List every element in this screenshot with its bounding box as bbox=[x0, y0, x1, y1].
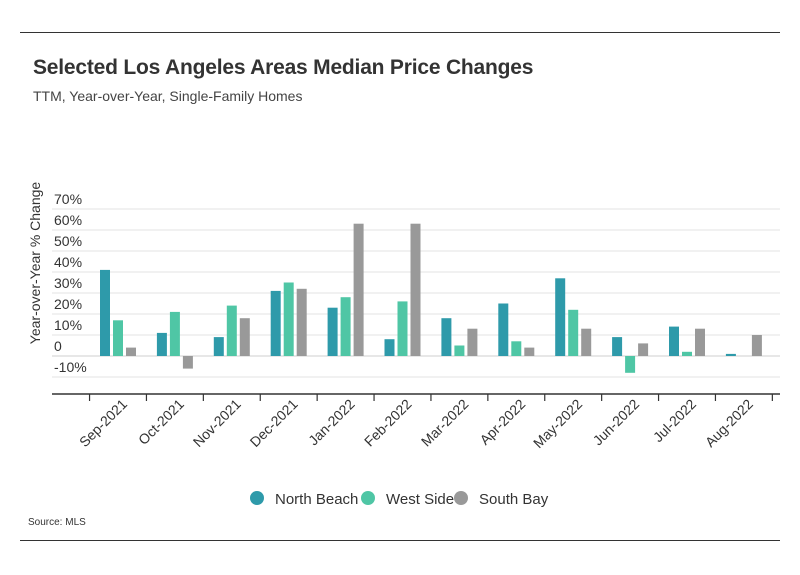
bar-north-beach bbox=[498, 303, 509, 356]
legend-label: West Side bbox=[386, 491, 454, 508]
legend-label: South Bay bbox=[479, 491, 549, 508]
bar-north-beach bbox=[612, 337, 623, 356]
bar-west-side bbox=[511, 341, 522, 356]
bar-west-side bbox=[397, 301, 408, 356]
y-tick-label: 0 bbox=[54, 338, 62, 354]
bar-west-side bbox=[682, 351, 692, 356]
bar-south-bay bbox=[581, 328, 592, 356]
x-tick-label: Dec-2021 bbox=[247, 396, 301, 450]
bar-south-bay bbox=[126, 347, 136, 356]
legend: North Beach West Side South Bay bbox=[250, 491, 549, 508]
x-tick-label: Nov-2021 bbox=[190, 396, 244, 450]
legend-label: North Beach bbox=[275, 491, 358, 508]
bar-north-beach bbox=[327, 307, 338, 356]
bar-north-beach bbox=[100, 269, 110, 356]
bar-south-bay bbox=[296, 288, 307, 356]
chart-subtitle: TTM, Year-over-Year, Single-Family Homes bbox=[33, 88, 303, 104]
bar-north-beach bbox=[555, 278, 566, 356]
y-tick-label: 70% bbox=[54, 191, 82, 207]
x-tick-label: Apr-2022 bbox=[476, 396, 528, 448]
legend-swatch bbox=[454, 491, 468, 505]
y-tick-label: 40% bbox=[54, 254, 82, 270]
bar-south-bay bbox=[239, 318, 250, 356]
bar-west-side bbox=[169, 311, 180, 356]
bar-north-beach bbox=[270, 290, 281, 356]
bar-south-bay bbox=[182, 356, 193, 369]
y-axis-ticks: 70% 60% 50% 40% 30% 20% 10% 0 -10% bbox=[54, 191, 87, 375]
x-tick-label: Feb-2022 bbox=[361, 396, 415, 450]
x-tick-label: Jun-2022 bbox=[590, 396, 643, 449]
x-tick-label: May-2022 bbox=[530, 396, 585, 451]
y-tick-label: -10% bbox=[54, 359, 87, 375]
bar-north-beach bbox=[441, 318, 452, 356]
bar-north-beach bbox=[156, 332, 167, 356]
bar-south-bay bbox=[524, 347, 535, 356]
x-tick-label: Jan-2022 bbox=[305, 396, 358, 449]
bar-north-beach bbox=[669, 326, 679, 356]
bottom-rule bbox=[20, 540, 780, 541]
bar-west-side bbox=[454, 345, 465, 356]
x-tick-label: Aug-2022 bbox=[702, 396, 756, 450]
legend-swatch bbox=[361, 491, 375, 505]
legend-swatch bbox=[250, 491, 264, 505]
bar-west-side bbox=[340, 297, 351, 356]
bar-north-beach bbox=[725, 353, 736, 356]
bar-west-side bbox=[568, 309, 579, 356]
x-axis bbox=[52, 393, 780, 401]
y-tick-label: 10% bbox=[54, 317, 82, 333]
top-rule bbox=[20, 32, 780, 33]
bar-south-bay bbox=[638, 343, 649, 356]
x-tick-label: Jul-2022 bbox=[650, 396, 699, 445]
x-tick-label: Oct-2021 bbox=[135, 396, 187, 448]
bar-north-beach bbox=[213, 337, 224, 356]
bar-west-side bbox=[283, 282, 294, 356]
y-tick-label: 20% bbox=[54, 296, 82, 312]
bar-west-side bbox=[226, 305, 237, 356]
y-axis-label: Year-over-Year % Change bbox=[27, 182, 43, 345]
chart-title: Selected Los Angeles Areas Median Price … bbox=[33, 56, 534, 79]
x-axis-labels: Sep-2021 Oct-2021 Nov-2021 Dec-2021 Jan-2022… bbox=[76, 396, 756, 451]
bar-west-side bbox=[625, 356, 636, 373]
bar-west-side bbox=[113, 320, 123, 356]
bar-south-bay bbox=[695, 328, 705, 356]
bars bbox=[100, 223, 762, 373]
y-tick-label: 50% bbox=[54, 233, 82, 249]
source-note: Source: MLS bbox=[28, 517, 86, 528]
bar-south-bay bbox=[467, 328, 478, 356]
x-tick-label: Sep-2021 bbox=[76, 396, 130, 450]
y-tick-label: 60% bbox=[54, 212, 82, 228]
bar-north-beach bbox=[384, 339, 395, 356]
bar-south-bay bbox=[410, 223, 421, 356]
bar-south-bay bbox=[751, 335, 762, 356]
x-tick-label: Mar-2022 bbox=[418, 396, 472, 450]
y-tick-label: 30% bbox=[54, 275, 82, 291]
bar-south-bay bbox=[353, 223, 364, 356]
